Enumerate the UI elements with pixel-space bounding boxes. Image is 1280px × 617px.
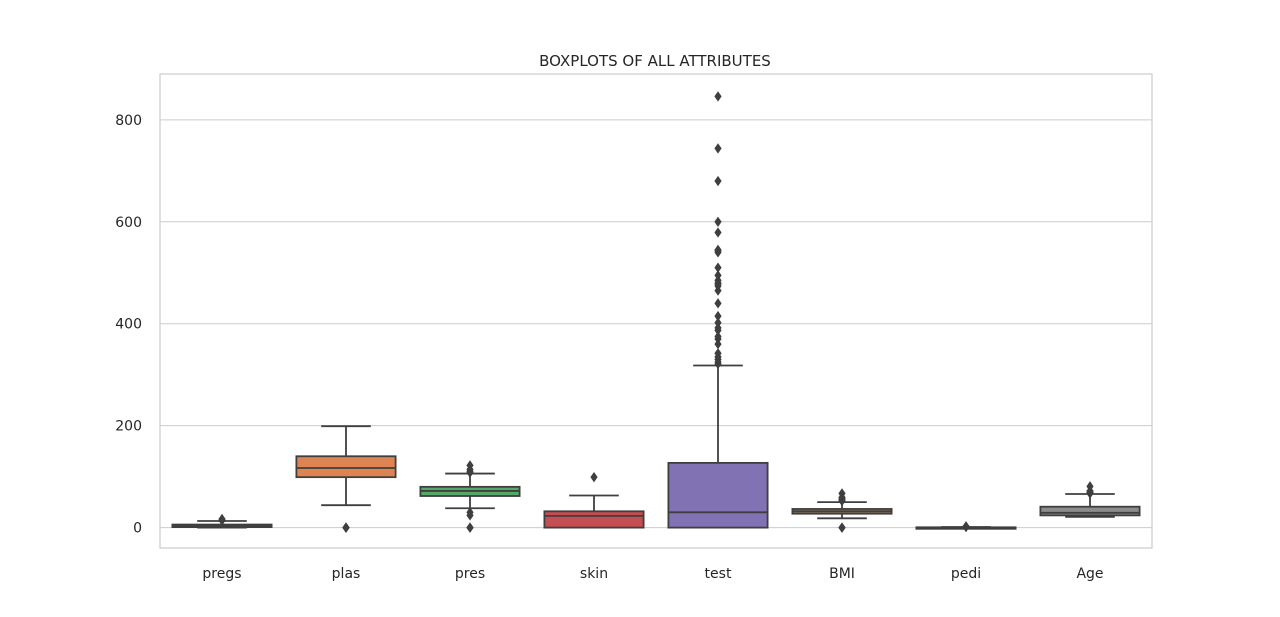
outlier-point — [466, 460, 474, 471]
outlier-point — [838, 488, 846, 499]
box-test — [667, 91, 769, 529]
box-body — [1039, 505, 1141, 517]
box-age — [1039, 481, 1141, 518]
box-series — [171, 91, 1141, 533]
box-pregs — [171, 513, 273, 529]
x-tick-label-test: test — [705, 566, 732, 582]
box-pedi — [915, 521, 1017, 533]
y-tick-label: 400 — [115, 317, 142, 333]
box-bmi — [791, 488, 893, 533]
outlier-point — [714, 216, 722, 227]
chart-title: BOXPLOTS OF ALL ATTRIBUTES — [539, 52, 771, 70]
outlier-point — [714, 91, 722, 102]
y-tick-label: 0 — [133, 521, 142, 537]
outlier-point — [590, 471, 598, 483]
x-tick-label-age: Age — [1076, 566, 1103, 582]
x-tick-label-bmi: BMI — [829, 566, 855, 582]
outlier-point — [838, 522, 846, 533]
y-tick-label: 600 — [115, 215, 142, 231]
outlier-point — [714, 270, 722, 281]
box-body — [295, 455, 397, 479]
box-skin — [543, 471, 645, 529]
x-tick-label-skin: skin — [580, 566, 608, 582]
y-tick-label: 800 — [115, 113, 142, 129]
plot-frame — [159, 73, 1153, 549]
x-axis-ticks: pregs plas pres skin test BMI pedi Age — [202, 566, 1103, 582]
outlier-point — [714, 227, 722, 238]
outlier-point — [714, 143, 722, 154]
outlier-point — [1086, 481, 1094, 492]
x-tick-label-pedi: pedi — [951, 566, 981, 582]
outlier-point — [342, 522, 350, 533]
x-tick-label-plas: plas — [332, 566, 361, 582]
x-tick-label-pres: pres — [455, 566, 485, 582]
outlier-point — [714, 331, 722, 342]
x-tick-label-pregs: pregs — [202, 566, 241, 582]
outlier-point — [714, 262, 722, 273]
outlier-point — [714, 298, 722, 309]
outlier-point — [962, 521, 970, 532]
outlier-point — [714, 317, 722, 328]
outlier-point — [714, 348, 722, 359]
outlier-point — [714, 175, 722, 187]
box-body — [667, 461, 769, 529]
outlier-point — [714, 310, 722, 322]
box-pres — [419, 460, 521, 533]
outlier-point — [714, 244, 722, 256]
box-body — [543, 510, 645, 529]
outlier-point — [466, 522, 474, 533]
outlier-point — [466, 507, 474, 518]
y-tick-label: 200 — [115, 419, 142, 435]
box-plas — [295, 425, 397, 533]
y-axis-ticks: 0 200 400 600 800 — [115, 113, 142, 537]
outlier-point — [218, 513, 226, 525]
